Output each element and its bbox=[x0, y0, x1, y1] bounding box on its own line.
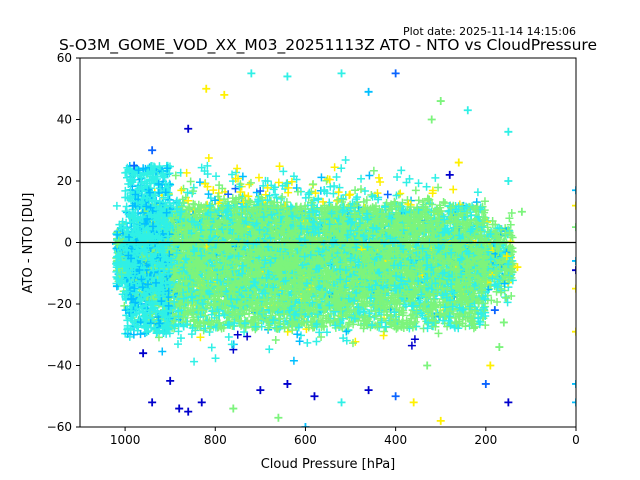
scatter-point bbox=[337, 164, 346, 173]
scatter-point bbox=[393, 172, 402, 181]
scatter-point bbox=[252, 188, 261, 197]
scatter-point bbox=[246, 178, 255, 187]
scatter-point bbox=[334, 188, 343, 197]
scatter-point bbox=[339, 334, 348, 343]
scatter-point bbox=[245, 180, 254, 189]
scatter-point bbox=[265, 191, 274, 200]
scatter-point bbox=[199, 203, 208, 212]
scatter-point bbox=[379, 331, 388, 340]
scatter-point bbox=[407, 341, 416, 350]
scatter-point bbox=[173, 340, 182, 349]
scatter-point bbox=[319, 197, 328, 206]
scatter-point bbox=[289, 356, 298, 365]
scatter-point bbox=[392, 191, 401, 200]
scatter-point bbox=[228, 170, 237, 179]
scatter-point bbox=[311, 189, 320, 198]
scatter-point bbox=[174, 327, 183, 336]
scatter-point bbox=[224, 190, 233, 199]
scatter-point bbox=[507, 209, 516, 218]
scatter-point bbox=[284, 188, 293, 197]
scatter-point bbox=[287, 177, 296, 186]
scatter-point bbox=[238, 172, 247, 181]
scatter-point bbox=[195, 178, 204, 187]
scatter-point bbox=[360, 186, 369, 195]
scatter-point bbox=[434, 183, 443, 192]
scatter-point bbox=[332, 173, 341, 182]
scatter-point bbox=[410, 335, 419, 344]
scatter-point bbox=[182, 168, 191, 177]
scatter-point bbox=[505, 214, 514, 223]
scatter-point bbox=[271, 336, 280, 345]
scatter-point bbox=[261, 190, 270, 199]
plot-date-label: Plot date: 2025-11-14 14:15:06 bbox=[403, 25, 576, 38]
scatter-point bbox=[431, 173, 440, 182]
scatter-point bbox=[314, 195, 323, 204]
chart-title: S-O3M_GOME_VOD_XX_M03_20251113Z ATO - NT… bbox=[59, 36, 597, 55]
scatter-point bbox=[171, 171, 180, 180]
scatter-point bbox=[303, 338, 312, 347]
scatter-point bbox=[503, 298, 512, 307]
scatter-point bbox=[204, 190, 213, 199]
scatter-point bbox=[312, 337, 321, 346]
scatter-point bbox=[348, 339, 357, 348]
scatter-point bbox=[120, 301, 129, 310]
scatter-point bbox=[190, 357, 199, 366]
scatter-point bbox=[204, 154, 213, 163]
scatter-point bbox=[235, 182, 244, 191]
scatter-point bbox=[353, 193, 362, 202]
scatter-point bbox=[196, 333, 205, 342]
scatter-point bbox=[309, 180, 318, 189]
scatter-point bbox=[342, 327, 351, 336]
scatter-point bbox=[254, 173, 263, 182]
scatter-point bbox=[292, 184, 301, 193]
scatter-point bbox=[333, 196, 342, 205]
scatter-point bbox=[236, 188, 245, 197]
scatter-point bbox=[449, 185, 458, 194]
scatter-point bbox=[414, 196, 423, 205]
scatter-point bbox=[199, 326, 208, 335]
scatter-point bbox=[275, 162, 284, 171]
scatter-point bbox=[317, 173, 326, 182]
scatter-point bbox=[112, 201, 121, 210]
scatter-point bbox=[506, 220, 515, 229]
scatter-point bbox=[341, 155, 350, 164]
scatter-point bbox=[411, 186, 420, 195]
scatter-point bbox=[397, 166, 406, 175]
scatter-point bbox=[322, 328, 331, 337]
scatter-point bbox=[403, 196, 412, 205]
scatter-point bbox=[293, 330, 302, 339]
scatter-point bbox=[269, 185, 278, 194]
scatter-point bbox=[376, 178, 385, 187]
scatter-point bbox=[263, 177, 272, 186]
scatter-point bbox=[256, 187, 265, 196]
scatter-point bbox=[434, 329, 443, 338]
scatter-point bbox=[227, 340, 236, 349]
scatter-point bbox=[507, 291, 516, 300]
scatter-point bbox=[369, 166, 378, 175]
scatter-point bbox=[493, 297, 502, 306]
scatter-point bbox=[296, 331, 305, 340]
scatter-point bbox=[176, 334, 185, 343]
scatter-points bbox=[112, 154, 517, 366]
scatter-point bbox=[265, 345, 274, 354]
scatter-point bbox=[335, 183, 344, 192]
scatter-point bbox=[207, 343, 216, 352]
scatter-point bbox=[422, 182, 431, 191]
scatter-point bbox=[374, 173, 383, 182]
scatter-point bbox=[357, 174, 366, 183]
